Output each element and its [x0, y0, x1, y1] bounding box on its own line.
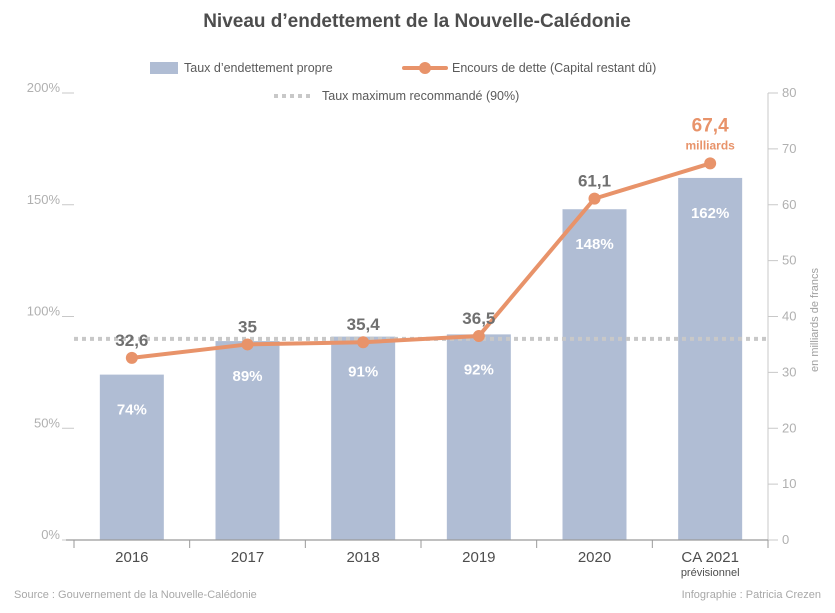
legend-label-line: Encours de dette (Capital restant dû): [452, 61, 656, 75]
bar-value-label: 89%: [232, 368, 262, 385]
right-axis: 0 10 20 30 40 50 60 70 80: [767, 85, 796, 547]
line-point-label: 67,4: [692, 115, 729, 136]
bar: [446, 334, 511, 540]
left-axis-tick-label: 200%: [27, 80, 61, 95]
line-point: [241, 338, 254, 351]
left-axis: 0% 50% 100% 150% 200%: [27, 80, 74, 542]
bar: [215, 341, 280, 540]
bar-value-label: 92%: [464, 361, 494, 378]
line-path: [131, 161, 711, 360]
left-axis-tick-label: 150%: [27, 192, 61, 207]
right-axis-tick-label: 70: [782, 141, 796, 156]
legend-swatch-marker: [419, 62, 431, 74]
legend-swatch-bar: [150, 62, 178, 74]
bar-value-label: 148%: [575, 236, 613, 253]
bar-value-label: 91%: [348, 364, 378, 381]
x-axis-category-label: 2020: [578, 549, 611, 566]
left-axis-tick-label: 50%: [34, 415, 60, 430]
legend: Taux d’endettement propre Encours de det…: [150, 61, 656, 103]
bar: [678, 177, 743, 540]
line-point-label: 35,4: [347, 315, 381, 334]
right-axis-tick-label: 30: [782, 364, 796, 379]
right-axis-title: en milliards de francs: [809, 268, 821, 372]
line-point-label: 61,1: [578, 172, 611, 191]
right-axis-tick-label: 0: [782, 532, 789, 547]
bar-value-label: 162%: [691, 205, 729, 222]
right-axis-tick-label: 20: [782, 420, 796, 435]
right-axis-tick-label: 80: [782, 85, 796, 100]
credit-note: Infographie : Patricia Crezen: [682, 589, 821, 601]
legend-label-bar: Taux d’endettement propre: [184, 61, 333, 75]
left-axis-tick-label: 0%: [41, 527, 60, 542]
bar-series: 74% 89% 91% 92% 148% 162%: [99, 177, 743, 540]
x-axis-category-label: 2018: [346, 549, 379, 566]
x-axis-category-label: CA 2021: [681, 549, 739, 566]
line-point: [704, 157, 717, 170]
line-point-unit-label: milliards: [685, 138, 735, 152]
right-axis-tick-label: 50: [782, 253, 796, 268]
line-point-label: 35: [238, 317, 257, 336]
chart-title: Niveau d’endettement de la Nouvelle-Calé…: [203, 11, 631, 32]
x-axis-category-label: 2016: [115, 549, 148, 566]
line-point: [357, 336, 370, 349]
line-series: 32,6 35 35,4 36,5 61,1 67,4 milliards: [115, 115, 735, 364]
bar-value-label: 74%: [117, 402, 147, 419]
source-note: Source : Gouvernement de la Nouvelle-Cal…: [14, 589, 257, 601]
legend-label-reference: Taux maximum recommandé (90%): [322, 89, 519, 103]
left-axis-tick-label: 100%: [27, 304, 61, 319]
line-point: [472, 330, 485, 343]
right-axis-tick-label: 60: [782, 197, 796, 212]
bar: [562, 209, 627, 540]
right-axis-tick-label: 10: [782, 476, 796, 491]
line-point-label: 36,5: [462, 309, 495, 328]
line-point-label: 32,6: [115, 331, 148, 350]
bar: [99, 374, 164, 540]
x-axis-category-sublabel: prévisionnel: [681, 567, 740, 579]
x-axis-category-label: 2017: [231, 549, 264, 566]
line-point: [588, 192, 601, 205]
right-axis-tick-label: 40: [782, 309, 796, 324]
x-axis-category-label: 2019: [462, 549, 495, 566]
bar: [331, 336, 396, 540]
line-point: [125, 351, 138, 364]
